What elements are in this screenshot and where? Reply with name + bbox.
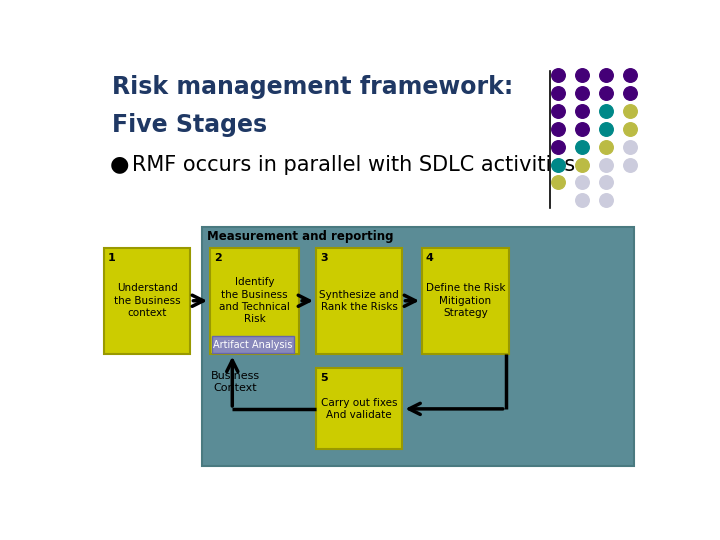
Text: ●: ● (109, 154, 129, 174)
Point (552, 143, 563, 151)
FancyBboxPatch shape (212, 336, 294, 353)
Text: Understand
the Business
context: Understand the Business context (114, 284, 181, 318)
Text: Carry out fixes
And validate: Carry out fixes And validate (321, 397, 397, 420)
Point (576, 89, 588, 97)
Point (624, 143, 635, 151)
Point (600, 89, 611, 97)
Text: 2: 2 (214, 253, 222, 263)
Point (576, 178, 588, 187)
Point (576, 160, 588, 169)
Point (600, 160, 611, 169)
Point (576, 196, 588, 205)
Text: Define the Risk
Mitigation
Strategy: Define the Risk Mitigation Strategy (426, 284, 505, 318)
Point (624, 89, 635, 97)
Point (600, 178, 611, 187)
Text: Synthesize and
Rank the Risks: Synthesize and Rank the Risks (320, 289, 399, 312)
Point (552, 106, 563, 115)
Text: Measurement and reporting: Measurement and reporting (207, 230, 394, 244)
Point (576, 71, 588, 79)
Text: 1: 1 (108, 253, 116, 263)
Text: 3: 3 (320, 253, 328, 263)
Text: RMF occurs in parallel with SDLC activities: RMF occurs in parallel with SDLC activit… (132, 154, 575, 174)
Point (624, 125, 635, 133)
FancyBboxPatch shape (422, 248, 508, 354)
FancyBboxPatch shape (316, 248, 402, 354)
Point (576, 143, 588, 151)
FancyBboxPatch shape (202, 227, 634, 466)
Text: Identify
the Business
and Technical
Risk: Identify the Business and Technical Risk (219, 277, 290, 325)
FancyBboxPatch shape (316, 368, 402, 449)
Point (600, 106, 611, 115)
Point (624, 71, 635, 79)
Point (600, 125, 611, 133)
FancyBboxPatch shape (210, 248, 300, 354)
Point (552, 178, 563, 187)
Point (552, 71, 563, 79)
Point (624, 160, 635, 169)
Point (576, 106, 588, 115)
Point (600, 143, 611, 151)
Text: Artifact Analysis: Artifact Analysis (213, 340, 292, 349)
Text: 4: 4 (426, 253, 433, 263)
Point (576, 125, 588, 133)
Text: Risk management framework:: Risk management framework: (112, 75, 513, 99)
Text: 5: 5 (320, 373, 328, 383)
Text: Five Stages: Five Stages (112, 113, 267, 137)
Point (624, 106, 635, 115)
Point (552, 160, 563, 169)
FancyBboxPatch shape (104, 248, 190, 354)
Text: Business
Context: Business Context (210, 371, 260, 393)
Point (600, 71, 611, 79)
Point (600, 196, 611, 205)
Point (552, 89, 563, 97)
Point (552, 125, 563, 133)
